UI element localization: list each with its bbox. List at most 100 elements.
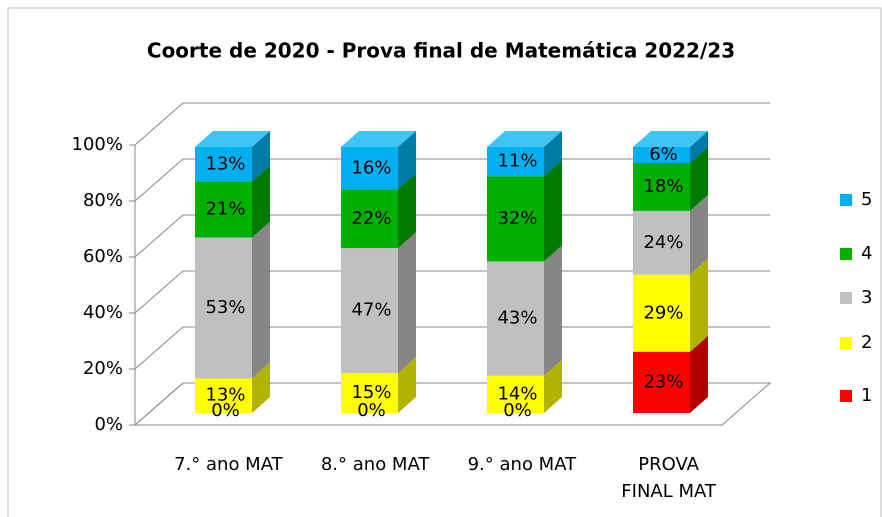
bar-front xyxy=(633,351,690,413)
data-label: 29% xyxy=(643,302,683,323)
bar-top xyxy=(633,131,708,147)
data-label: 24% xyxy=(643,232,683,253)
y-tick-label: 100% xyxy=(72,134,123,155)
data-label: 6% xyxy=(649,144,678,165)
chart-title: Coorte de 2020 - Prova final de Matemáti… xyxy=(147,39,735,63)
bar-side xyxy=(252,221,270,379)
bar-side xyxy=(252,362,270,413)
x-tick-label-line: FINAL MAT xyxy=(621,481,717,502)
bar-front xyxy=(633,162,690,211)
bar-side-shade xyxy=(544,131,562,177)
bar-front xyxy=(487,176,544,262)
legend-swatch xyxy=(840,194,852,206)
x-tick-label: 8.° ano MAT xyxy=(321,454,431,475)
bar-side-shade xyxy=(252,362,270,413)
bar-side xyxy=(398,131,416,190)
bar-front xyxy=(341,189,398,249)
x-tick-label: 7.° ano MAT xyxy=(174,454,284,475)
y-tick-label: 40% xyxy=(83,302,123,323)
bar-side-shade xyxy=(544,359,562,413)
data-label: 15% xyxy=(351,382,391,403)
y-tick-label: 60% xyxy=(83,246,123,267)
bar-segment xyxy=(195,131,270,182)
grid-line xyxy=(134,102,770,146)
bar-front xyxy=(487,261,544,376)
bar-top xyxy=(341,131,416,147)
bar-side-shade xyxy=(690,258,708,352)
data-label: 16% xyxy=(351,157,391,178)
bar-front xyxy=(195,181,252,238)
data-label: 11% xyxy=(497,151,537,172)
bar-front xyxy=(633,274,690,352)
bar-front xyxy=(341,373,398,413)
data-label: 0% xyxy=(211,400,240,421)
bar-front xyxy=(633,147,690,163)
bar-front xyxy=(633,210,690,275)
data-label: 13% xyxy=(205,153,245,174)
grid-line xyxy=(134,270,770,314)
bar-side-shade xyxy=(252,131,270,182)
bar-front xyxy=(195,237,252,379)
bar-side-shade xyxy=(690,146,708,211)
bar-side-shade xyxy=(398,357,416,413)
bar-top-shade xyxy=(633,131,708,147)
bar-side xyxy=(544,160,562,262)
bar-front xyxy=(195,378,252,413)
legend-label: 4 xyxy=(861,243,872,264)
y-tick-label: 20% xyxy=(83,358,123,379)
data-label: 23% xyxy=(643,371,683,392)
bar-top-shade xyxy=(195,131,270,147)
bar-side xyxy=(398,173,416,249)
bar-side-shade xyxy=(398,131,416,190)
bar-side xyxy=(690,131,708,163)
bar-front xyxy=(341,147,398,190)
bar-top xyxy=(195,131,270,147)
bar-segment xyxy=(341,232,416,374)
data-label: 32% xyxy=(497,208,537,229)
data-label: 14% xyxy=(497,383,537,404)
bar-side-shade xyxy=(252,165,270,238)
bar-segment xyxy=(341,131,416,190)
bar-top xyxy=(487,131,562,147)
bar-side xyxy=(544,245,562,376)
bar-segment xyxy=(633,131,708,163)
grid-line xyxy=(134,326,770,370)
legend-swatch xyxy=(840,390,852,402)
bar-side-shade xyxy=(690,335,708,413)
bar-side-shade xyxy=(690,131,708,163)
bar-side xyxy=(690,146,708,211)
bar-side-shade xyxy=(544,160,562,262)
data-label: 0% xyxy=(357,400,386,421)
bar-front xyxy=(341,248,398,374)
data-label: 18% xyxy=(643,176,683,197)
legend-swatch xyxy=(840,337,852,349)
legend-swatch xyxy=(840,248,852,260)
bar-side xyxy=(544,359,562,413)
bar-top-shade xyxy=(487,131,562,147)
data-label: 43% xyxy=(497,308,537,329)
legend-swatch xyxy=(840,292,852,304)
bar-side-shade xyxy=(252,221,270,379)
data-label: 47% xyxy=(351,300,391,321)
legend-label: 1 xyxy=(861,385,872,406)
bar-side xyxy=(690,258,708,352)
legend-label: 3 xyxy=(861,287,872,308)
bar-side-shade xyxy=(398,232,416,374)
bar-side-shade xyxy=(690,194,708,275)
grid-line xyxy=(134,382,770,426)
bar-side xyxy=(544,131,562,177)
back-wall xyxy=(183,103,770,383)
bar-side xyxy=(398,357,416,413)
x-tick-label: PROVA FINAL MAT xyxy=(621,454,717,502)
bar-side xyxy=(252,131,270,182)
y-tick-label: 80% xyxy=(83,190,123,211)
bar-side xyxy=(398,232,416,374)
bar-side xyxy=(690,335,708,413)
bar-side-shade xyxy=(544,245,562,376)
bar-front xyxy=(195,147,252,182)
bar-front xyxy=(487,147,544,177)
y-tick-label: 0% xyxy=(94,414,123,435)
data-label: 0% xyxy=(503,400,532,421)
grid-line xyxy=(134,158,770,202)
